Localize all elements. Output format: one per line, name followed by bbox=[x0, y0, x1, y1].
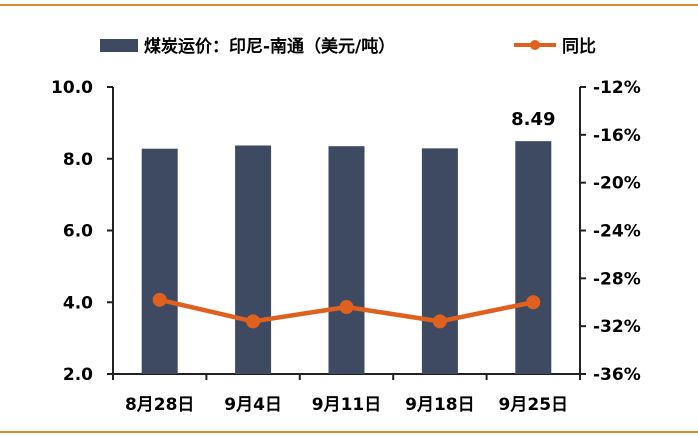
x-tick-label: 9月18日 bbox=[405, 395, 475, 415]
x-tick-label: 9月4日 bbox=[224, 395, 282, 415]
bar-series bbox=[141, 141, 552, 374]
top-rule bbox=[0, 4, 698, 6]
right-tick-label: -32% bbox=[593, 317, 641, 337]
bottom-rule bbox=[0, 431, 698, 433]
legend-bar-swatch bbox=[100, 39, 138, 52]
x-tick-label: 8月28日 bbox=[125, 395, 195, 415]
bar-9月11日 bbox=[328, 146, 365, 374]
bar-8月28日 bbox=[141, 148, 178, 374]
yoy-point-9月11日 bbox=[339, 300, 354, 315]
right-tick-label: -12% bbox=[593, 78, 641, 98]
left-tick-label: 6.0 bbox=[63, 222, 93, 242]
bar-9月18日 bbox=[421, 148, 458, 374]
line-series bbox=[152, 292, 541, 329]
yoy-point-9月4日 bbox=[246, 314, 261, 329]
left-tick-label: 10.0 bbox=[51, 78, 93, 98]
data-labels: 8.49 bbox=[511, 109, 555, 130]
yoy-point-8月28日 bbox=[152, 292, 167, 307]
legend: 煤炭运价：印尼-南通（美元/吨） 同比 bbox=[100, 36, 596, 57]
yoy-point-9月18日 bbox=[432, 314, 447, 329]
right-tick-label: -20% bbox=[593, 174, 641, 194]
yoy-point-9月25日 bbox=[526, 295, 541, 310]
right-tick-label: -16% bbox=[593, 126, 641, 146]
right-tick-label: -36% bbox=[593, 365, 641, 385]
left-tick-label: 8.0 bbox=[63, 150, 93, 170]
left-tick-label: 4.0 bbox=[63, 293, 93, 313]
legend-line-marker bbox=[530, 40, 540, 50]
x-tick-label: 9月25日 bbox=[499, 395, 569, 415]
bar-9月4日 bbox=[235, 145, 272, 374]
right-tick-label: -24% bbox=[593, 222, 641, 242]
left-tick-label: 2.0 bbox=[63, 365, 93, 385]
right-tick-label: -28% bbox=[593, 269, 641, 289]
x-tick-label: 9月11日 bbox=[312, 395, 382, 415]
bar-data-label: 8.49 bbox=[511, 109, 555, 130]
axes: 2.0 4.0 6.0 8.0 10.0 -12% -16% -20% -24% -28% -32%… bbox=[51, 78, 641, 415]
bar-9月25日 bbox=[515, 141, 552, 374]
legend-bar-label: 煤炭运价：印尼-南通（美元/吨） bbox=[144, 36, 395, 57]
legend-line-label: 同比 bbox=[562, 36, 596, 57]
